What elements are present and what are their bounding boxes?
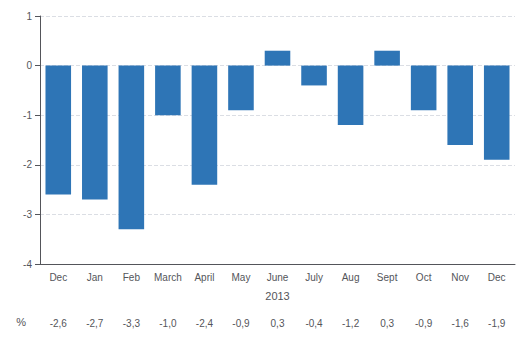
svg-text:-1,0: -1,0 (159, 318, 177, 329)
svg-text:-3,3: -3,3 (123, 318, 141, 329)
svg-text:0,3: 0,3 (380, 318, 394, 329)
svg-text:Feb: Feb (123, 272, 141, 283)
svg-text:Dec: Dec (49, 272, 67, 283)
svg-text:-2,7: -2,7 (86, 318, 104, 329)
svg-text:May: May (232, 272, 251, 283)
svg-text:-0,9: -0,9 (232, 318, 250, 329)
svg-text:June: June (267, 272, 289, 283)
svg-text:Aug: Aug (342, 272, 360, 283)
svg-text:-2: -2 (23, 159, 32, 170)
svg-text:-1,9: -1,9 (488, 318, 506, 329)
svg-text:-4: -4 (23, 259, 32, 270)
svg-text:0,3: 0,3 (271, 318, 285, 329)
svg-text:Nov: Nov (451, 272, 469, 283)
svg-text:-2,4: -2,4 (196, 318, 214, 329)
svg-text:-1: -1 (23, 110, 32, 121)
svg-text:Oct: Oct (416, 272, 432, 283)
svg-text:0: 0 (26, 60, 32, 71)
svg-text:1: 1 (26, 11, 32, 22)
svg-text:-2,6: -2,6 (50, 318, 68, 329)
svg-text:-0,4: -0,4 (305, 318, 323, 329)
svg-text:2013: 2013 (265, 290, 289, 302)
svg-text:July: July (305, 272, 323, 283)
svg-text:-3: -3 (23, 209, 32, 220)
svg-text:-0,9: -0,9 (415, 318, 433, 329)
svg-text:%: % (16, 316, 26, 328)
svg-text:Dec: Dec (488, 272, 506, 283)
svg-text:Jan: Jan (87, 272, 103, 283)
svg-text:April: April (194, 272, 214, 283)
svg-text:Sept: Sept (377, 272, 398, 283)
svg-text:-1,2: -1,2 (342, 318, 360, 329)
svg-text:-1,6: -1,6 (452, 318, 470, 329)
svg-text:March: March (154, 272, 182, 283)
